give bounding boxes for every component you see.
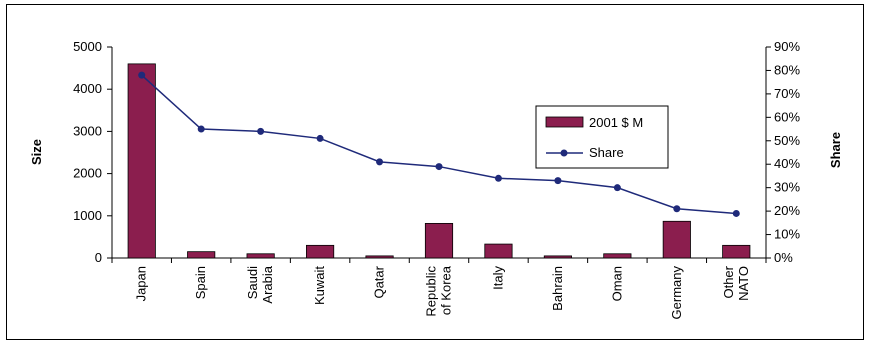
y2-tick-label: 10% [774,227,800,242]
bar [127,63,156,259]
y2-tick-label: 90% [774,39,800,54]
y-tick-label: 3000 [73,123,102,138]
y-tick-label: 1000 [73,208,102,223]
category-label: Kuwait [312,266,327,305]
share-point [197,125,205,133]
share-point [316,134,324,142]
share-point [138,71,146,79]
bar [662,220,691,259]
share-point [613,184,621,192]
legend-box [535,105,669,169]
y2-tick-label: 60% [774,109,800,124]
category-label: Bahrain [550,266,565,311]
bar [543,255,572,259]
y2-tick-label: 80% [774,62,800,77]
left-axis-ticks: 0 1000 2000 3000 4000 5000 [73,39,112,265]
share-point [732,209,740,217]
category-label: Saudi [245,266,260,299]
bar [603,253,632,259]
y-tick-label: 4000 [73,81,102,96]
legend-label-line: Share [589,145,624,160]
share-line [138,71,740,217]
category-label: Arabia [260,265,275,303]
y-tick-label: 5000 [73,39,102,54]
y2-tick-label: 70% [774,86,800,101]
category-label: Oman [609,266,624,301]
bar [722,244,751,259]
legend-swatch-marker [560,149,568,157]
share-point [376,158,384,166]
share-point [494,174,502,182]
bar [424,222,454,259]
category-label: Republic [424,266,439,317]
y-axis-title: Size [29,139,44,165]
legend-swatch-bar [545,116,584,128]
y2-axis-title: Share [828,132,843,168]
category-label: Japan [134,266,149,301]
category-labels: Japan Spain Saudi Arabia Kuwait Qatar Republic… [134,265,751,319]
bar [365,255,394,259]
share-point [673,205,681,213]
right-axis-ticks: 0% 10% 20% 30% 40% 50% 60% 70% 80% 90% [766,39,800,265]
y-tick-label: 0 [95,250,102,265]
y2-tick-label: 40% [774,156,800,171]
y2-tick-label: 50% [774,133,800,148]
bar [187,251,216,259]
category-label: Other [721,265,736,298]
share-point [257,127,265,135]
bar [246,253,275,259]
legend-label-bar: 2001 $ M [589,115,643,130]
bar [484,243,513,259]
category-label: Italy [490,266,505,290]
bar [306,244,335,259]
category-label: of Korea [439,265,454,315]
y2-tick-label: 30% [774,180,800,195]
y2-tick-label: 0% [774,250,793,265]
y-tick-label: 2000 [73,166,102,181]
category-label: Qatar [372,265,387,298]
category-label: Germany [669,266,684,320]
category-label: Spain [193,266,208,299]
bars [127,63,751,259]
y2-tick-label: 20% [774,203,800,218]
share-point [554,177,562,185]
share-point [435,163,443,171]
legend: 2001 $ M Share [535,105,669,169]
category-label: NATO [736,266,751,301]
